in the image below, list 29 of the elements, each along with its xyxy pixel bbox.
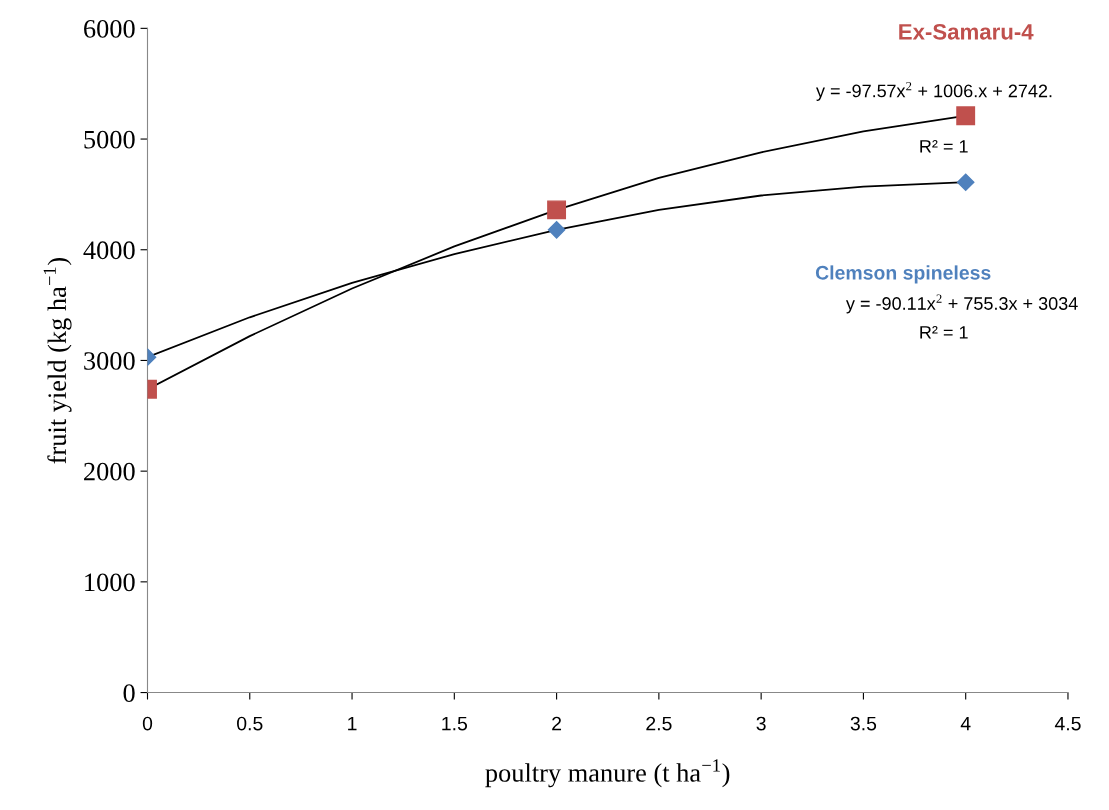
x-tick-label: 0.5 bbox=[237, 716, 263, 731]
y-tick-label: 2000 bbox=[84, 462, 135, 481]
point bbox=[956, 106, 976, 126]
point bbox=[547, 221, 566, 239]
annotation: y = -90.11x$^{2}$ + 755.3x + 3034 bbox=[845, 294, 1078, 314]
point bbox=[547, 200, 567, 220]
y-axis-title: fruit yield (kg ha$^{−1}$) bbox=[43, 257, 72, 464]
y-tick-label: 1000 bbox=[85, 573, 135, 592]
x-axis-title: poultry manure (t ha$^{−1}$) bbox=[485, 759, 730, 788]
x-tick-label: 2 bbox=[552, 716, 562, 731]
x-tick-label: 4.5 bbox=[1054, 716, 1081, 731]
annotation: R² = 1 bbox=[920, 326, 968, 339]
y-tick-label: 5000 bbox=[84, 130, 135, 149]
x-tick-label: 1.5 bbox=[442, 716, 468, 731]
y-tick-label: 4000 bbox=[83, 241, 135, 260]
x-tick-label: 0 bbox=[142, 716, 153, 731]
x-tick-label: 4 bbox=[960, 716, 971, 731]
annotation: R² = 1 bbox=[920, 140, 968, 153]
annotation: y = -97.57x$^{2}$ + 1006.x + 2742. bbox=[816, 81, 1052, 101]
x-tick-label: 2.5 bbox=[646, 716, 672, 731]
y-tick-label: 6000 bbox=[84, 19, 135, 38]
x-tick-label: 1 bbox=[348, 716, 357, 731]
y-tick-label: 0 bbox=[123, 684, 135, 702]
y-tick-label: 3000 bbox=[84, 352, 135, 370]
text: Clemson spineless bbox=[815, 265, 991, 284]
x-tick-label: 3.5 bbox=[850, 716, 877, 731]
text: Ex-Samaru-4 bbox=[899, 23, 1034, 40]
x-tick-label: 3 bbox=[756, 716, 766, 731]
point bbox=[956, 173, 975, 192]
